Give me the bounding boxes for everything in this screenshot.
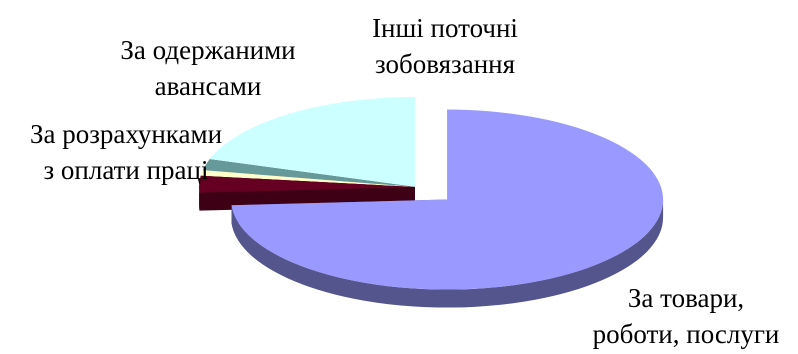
label-payroll: За розрахунками з оплати праці <box>4 116 248 188</box>
label-payroll-line1: За розрахунками <box>4 116 248 152</box>
label-payroll-line2: з оплати праці <box>4 152 248 188</box>
label-goods-services-line1: За товари, <box>574 280 798 316</box>
label-other-line2: зобовязання <box>340 46 550 82</box>
label-advances-line1: За одержаними <box>96 32 320 68</box>
label-advances-line2: авансами <box>96 68 320 104</box>
label-other-liabilities: Інші поточні зобовязання <box>340 10 550 82</box>
label-goods-services-line2: роботи, послуги <box>574 316 798 352</box>
label-advances: За одержаними авансами <box>96 32 320 104</box>
label-other-line1: Інші поточні <box>340 10 550 46</box>
label-goods-services: За товари, роботи, послуги <box>574 280 798 352</box>
